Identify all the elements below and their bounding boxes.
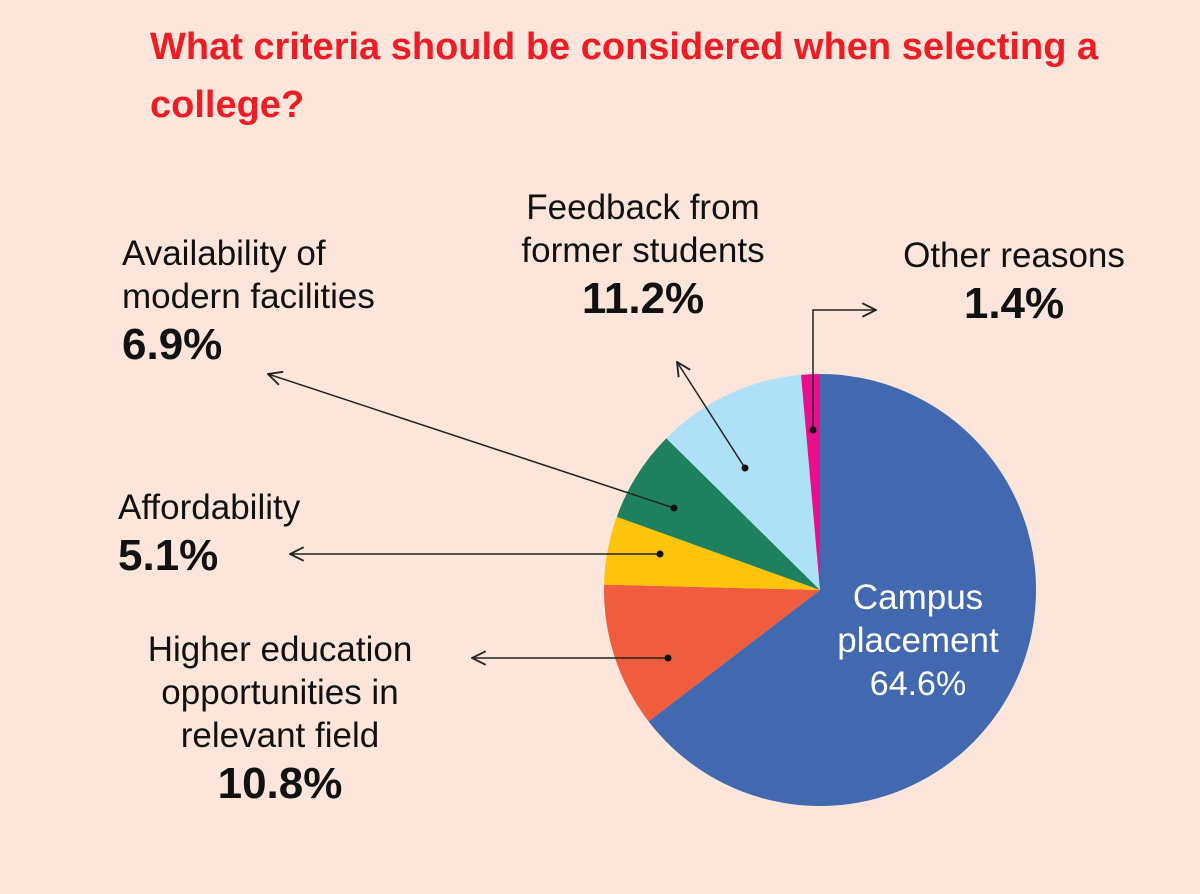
pie-slice-availability-of-modern-facilities: [616, 438, 820, 590]
label-affordability-name: Affordability: [118, 488, 301, 527]
label-other-name: Other reasons: [903, 236, 1125, 275]
label-higher-education-value: 10.8%: [217, 759, 343, 808]
pie-slice-affordability: [604, 516, 820, 590]
label-facilities-name: Availability of modern facilities: [122, 234, 375, 316]
leader-dot-affordability: [656, 550, 664, 558]
leader-dot-other: [809, 426, 817, 434]
label-facilities: Availability of modern facilities 6.9%: [122, 232, 452, 372]
label-affordability: Affordability 5.1%: [118, 486, 378, 583]
pie-slice-feedback-from-former-students: [666, 374, 820, 590]
label-other: Other reasons 1.4%: [876, 234, 1152, 331]
label-campus: Campus placement 64.6%: [808, 576, 1028, 706]
label-feedback-value: 11.2%: [581, 274, 705, 323]
label-facilities-value: 6.9%: [122, 320, 223, 369]
label-higher-education: Higher education opportunities in releva…: [120, 628, 440, 811]
pie-slice-higher-education-opportunities-in-relevant-field: [604, 584, 820, 722]
chart-title: What criteria should be considered when …: [150, 26, 1099, 126]
label-higher-education-name: Higher education opportunities in releva…: [147, 630, 413, 755]
pie-slices: [604, 374, 1036, 806]
leader-dot-facilities: [670, 504, 678, 512]
leader-dot-feedback: [741, 464, 749, 472]
label-campus-value: 64.6%: [869, 665, 967, 703]
leader-lines: [268, 310, 876, 662]
label-affordability-value: 5.1%: [118, 531, 219, 580]
leader-line-other: [812, 310, 876, 430]
leader-line-feedback: [677, 362, 746, 469]
label-campus-name: Campus placement: [837, 578, 999, 660]
label-feedback-name: Feedback from former students: [521, 188, 765, 270]
leader-dot-higher-education: [664, 654, 672, 662]
label-feedback: Feedback from former students 11.2%: [488, 186, 798, 326]
pie-slice-campus-placement: [648, 374, 1036, 806]
label-other-value: 1.4%: [963, 279, 1065, 328]
leader-line-facilities: [268, 374, 675, 509]
